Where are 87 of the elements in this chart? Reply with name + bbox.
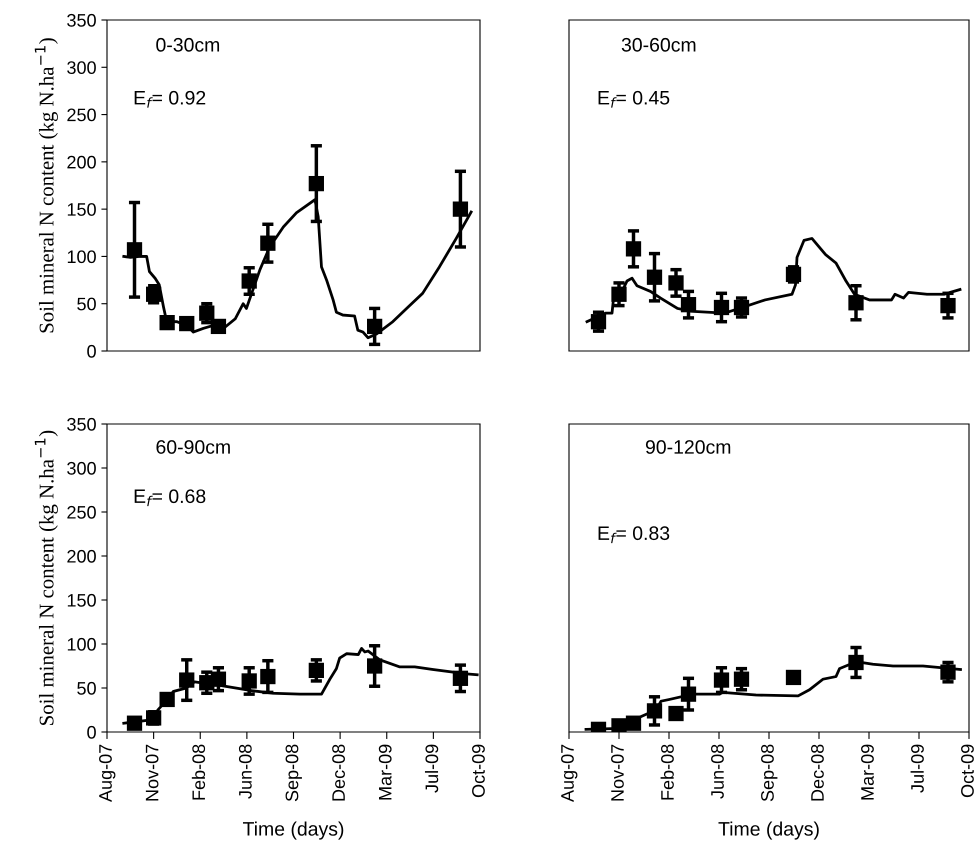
point [848, 295, 864, 310]
x-tick-label: Jun-08 [238, 744, 252, 799]
y-axis-title: Soil mineral N content (kg N.ha$^{−1}$) [34, 430, 58, 725]
x-tick-label: Dec-08 [811, 744, 824, 801]
annotation: 60-90cm [156, 440, 230, 454]
point [714, 300, 730, 316]
point [668, 275, 684, 291]
point [626, 241, 642, 256]
point [940, 298, 956, 314]
annotation: E$_{f}$= 0.68 [134, 489, 206, 506]
annotation: E$_{f}$= 0.83 [598, 526, 670, 544]
x-tick-label: Jul-09 [910, 744, 924, 793]
point [179, 316, 194, 332]
x-tick-label: Nov-07 [611, 744, 624, 801]
y-axis-title: Soil mineral N content (kg N.ha$^{−1}$) [34, 38, 58, 332]
x-tick-label: Feb-08 [660, 744, 674, 800]
x-tick-label: Mar-09 [861, 744, 874, 800]
y-tick-label: 300 [67, 61, 96, 74]
point [160, 692, 175, 708]
x-tick-label: Dec-08 [332, 744, 345, 801]
y-tick-label: 300 [67, 462, 96, 475]
x-tick-label: Jul-09 [424, 744, 438, 793]
x-tick-label: Jun-08 [711, 744, 724, 799]
y-tick-label: 200 [67, 550, 96, 563]
y-tick-label: 150 [68, 203, 96, 216]
x-tick-label: Oct-09 [472, 744, 485, 798]
point [452, 202, 468, 217]
x-tick-label: Aug-07 [99, 744, 116, 802]
y-tick-label: 250 [67, 506, 96, 519]
point [126, 716, 142, 731]
point [611, 286, 627, 302]
x-axis-title: Time (days) [242, 821, 344, 840]
point [786, 670, 802, 686]
point [940, 664, 956, 680]
point [646, 703, 662, 719]
point [179, 672, 194, 688]
point [308, 176, 324, 192]
point [260, 236, 276, 251]
point [146, 710, 162, 726]
point [734, 300, 750, 316]
point [160, 314, 175, 330]
y-tick-label: 50 [77, 682, 96, 695]
point [260, 668, 276, 684]
point [146, 286, 162, 302]
point [242, 273, 257, 289]
point [626, 716, 642, 731]
point [714, 672, 730, 688]
y-tick-label: 50 [77, 298, 96, 310]
y-tick-label: 200 [67, 156, 96, 169]
point [680, 686, 696, 702]
x-tick-label: Nov-07 [146, 744, 158, 801]
y-tick-label: 250 [67, 108, 96, 122]
y-tick-label: 350 [67, 418, 96, 431]
y-tick-label: 0 [87, 726, 96, 739]
point [242, 673, 257, 689]
y-tick-label: 100 [68, 250, 96, 264]
x-tick-label: Aug-07 [561, 744, 578, 802]
point [848, 654, 864, 670]
point [611, 718, 627, 732]
point [734, 672, 750, 687]
point [126, 242, 142, 258]
point [452, 670, 468, 686]
x-tick-label: Feb-08 [192, 744, 206, 800]
annotation: 90-120cm [646, 440, 730, 454]
x-tick-label: Sep-08 [761, 744, 778, 802]
y-tick-label: 0 [87, 344, 96, 358]
x-axis-title: Time (days) [718, 821, 819, 840]
point [366, 318, 382, 334]
y-tick-label: 350 [67, 14, 96, 27]
point [668, 706, 684, 722]
annotation: E$_{f}$= 0.92 [134, 90, 206, 108]
annotation: 0-30cm [156, 38, 220, 52]
x-tick-label: Oct-09 [961, 744, 974, 798]
y-tick-label: 150 [68, 594, 96, 607]
point [308, 662, 324, 678]
point [210, 318, 226, 334]
point [646, 270, 662, 285]
annotation: E$_{f}$= 0.45 [598, 90, 670, 108]
annotation: 30-60cm [622, 38, 696, 52]
x-tick-label: Mar-09 [378, 744, 392, 800]
x-tick-label: Sep-08 [286, 744, 302, 802]
point [590, 314, 606, 330]
point [210, 672, 226, 687]
point [366, 658, 382, 674]
y-tick-label: 100 [68, 638, 96, 651]
point [199, 306, 214, 321]
point [680, 297, 696, 312]
